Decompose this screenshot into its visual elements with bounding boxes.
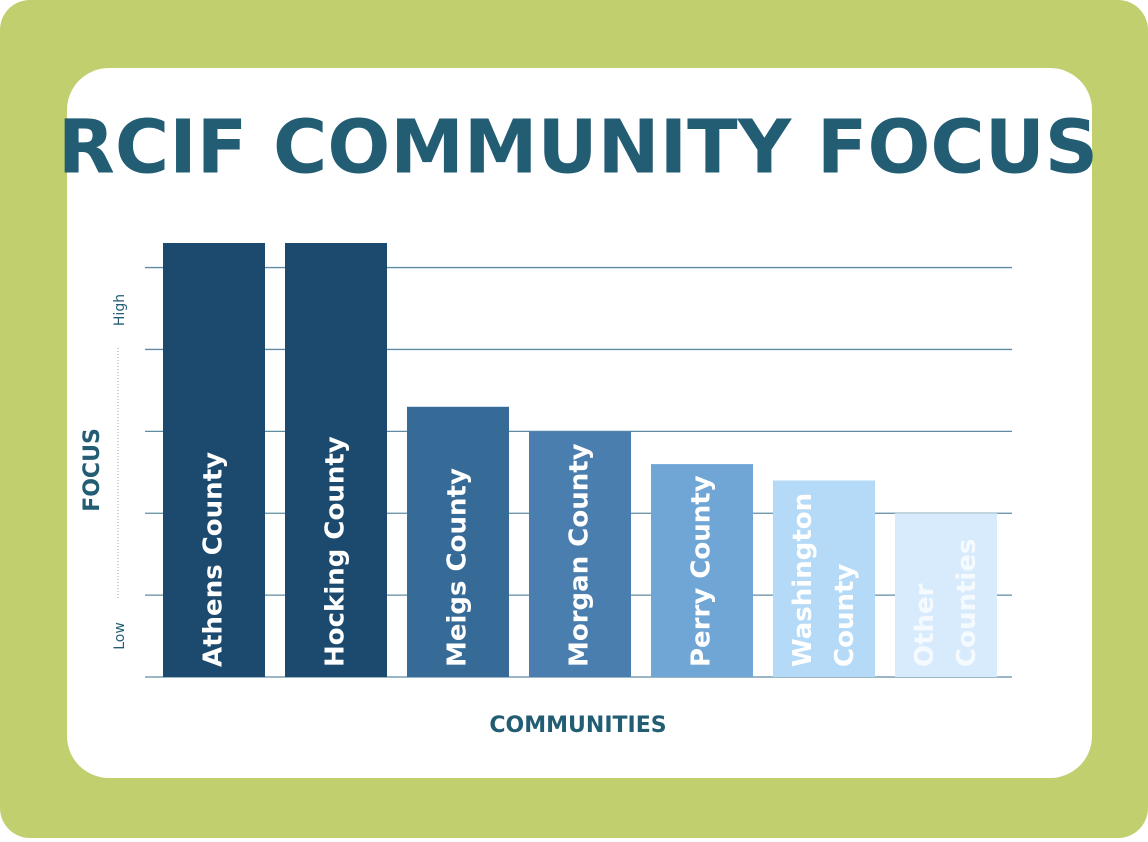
bar-label: Other Counties [910,539,982,667]
bar [285,243,387,677]
chart-title: RCIF COMMUNITY FOCUS [58,105,1098,191]
bar-label: Hocking County [321,436,351,667]
y-axis-label: FOCUS [80,428,105,512]
bar [651,464,753,677]
y-high-label: High [112,294,128,326]
bar [163,243,265,677]
bar-label: Morgan County [565,443,595,667]
bar [773,480,875,677]
x-axis-label: COMMUNITIES [489,713,666,738]
bar-label: Washington County [788,484,860,667]
bar [895,513,997,677]
bar-label: Meigs County [443,468,473,667]
bar-label: Athens County [199,452,229,667]
bar-label: Perry County [687,475,717,667]
bar [407,406,509,677]
y-low-label: Low [112,622,128,650]
bar [529,431,631,677]
